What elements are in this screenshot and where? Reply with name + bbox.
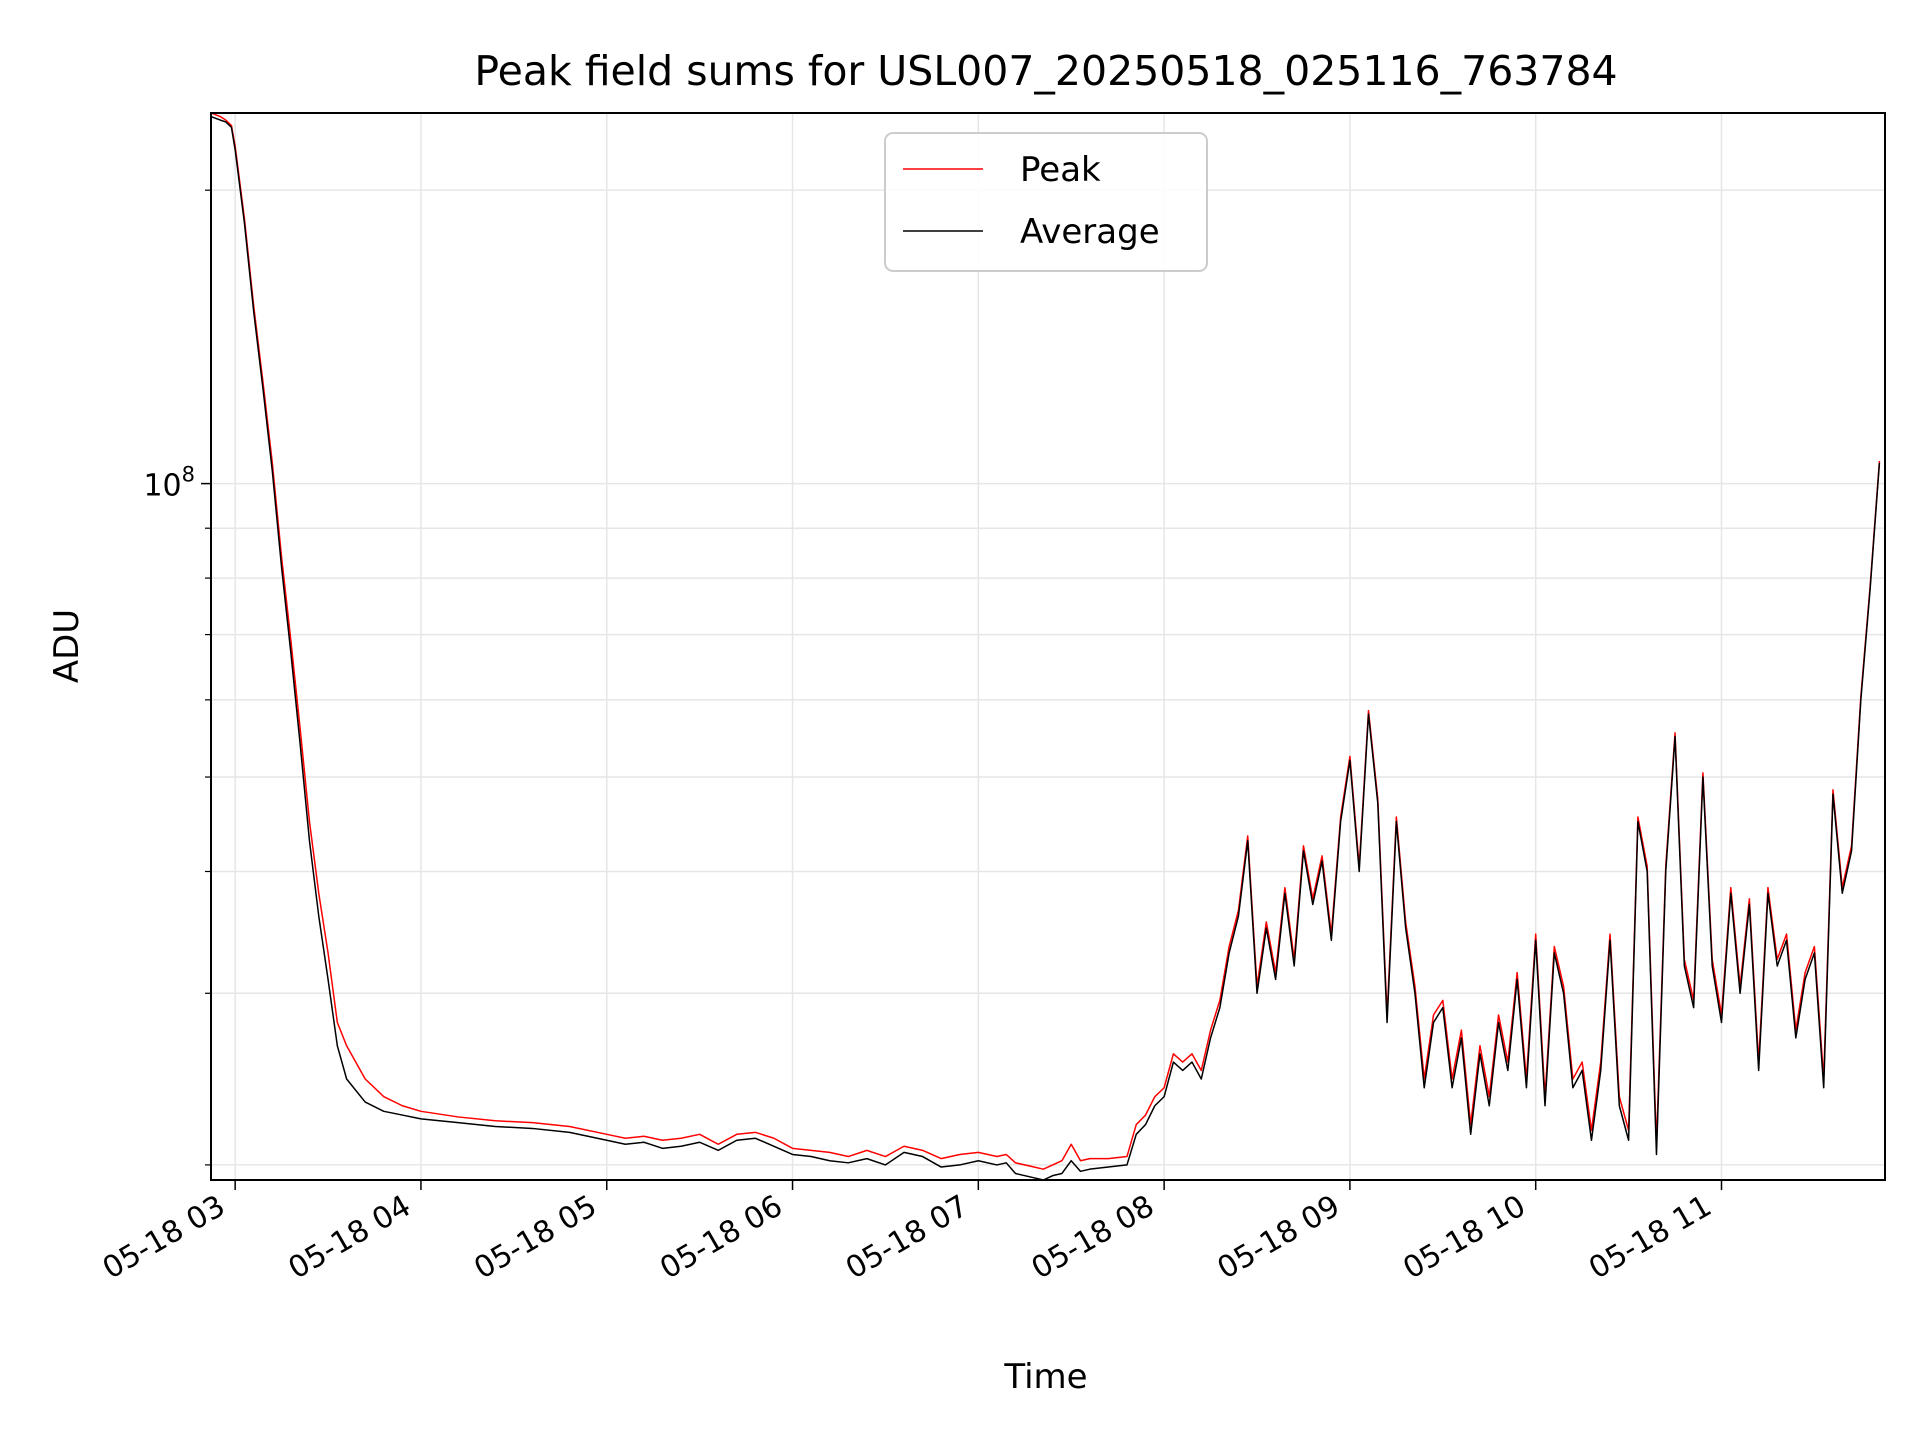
legend-label-peak: Peak — [1020, 150, 1101, 190]
legend: Peak Average — [884, 132, 1208, 272]
x-axis-title: Time — [1003, 1357, 1087, 1397]
series-layer — [211, 113, 1881, 1180]
legend-box — [884, 132, 1208, 272]
y-tick-label-base: 10 — [143, 469, 181, 504]
legend-label-average: Average — [1020, 212, 1160, 252]
y-tick-label: 108 — [143, 463, 195, 504]
plot-frame — [210, 112, 1886, 1181]
chart-title: Peak field sums for USL007_20250518_0251… — [474, 47, 1617, 95]
series-line-average — [211, 115, 1881, 1180]
y-axis-title: ADU — [47, 609, 87, 683]
y-tick-label-exponent: 8 — [182, 463, 195, 487]
